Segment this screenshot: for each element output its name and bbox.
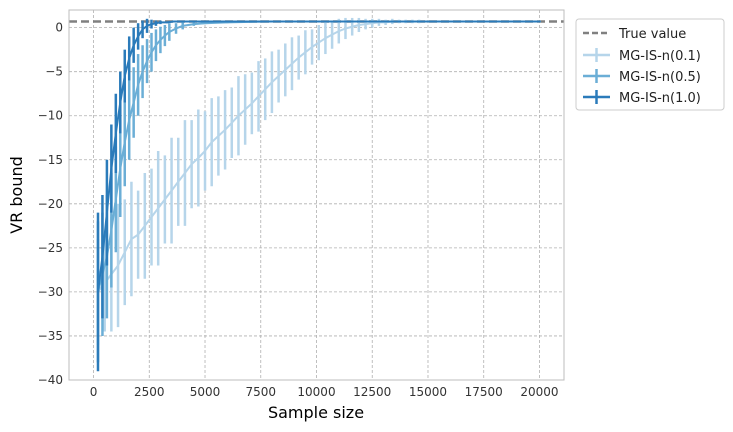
y-tick-label-4: −20 — [38, 197, 63, 211]
plot-frame — [68, 9, 565, 381]
series-group — [96, 17, 541, 372]
x-tick-label-6: 15000 — [409, 385, 447, 399]
legend: True value MG-IS-n(0.1) MG-IS-n(0.5) MG-… — [575, 18, 725, 111]
x-tick-labels: 0 2500 5000 7500 10000 12500 15000 17500 20000 — [90, 385, 559, 399]
legend-series-3-label: MG-IS-n(1.0) — [619, 91, 701, 106]
y-axis-label: VR bound — [7, 156, 26, 234]
y-tick-label-5: −25 — [38, 241, 63, 255]
y-tick-label-1: −5 — [45, 65, 63, 79]
y-tick-label-6: −30 — [38, 285, 63, 299]
y-tick-label-0: 0 — [55, 21, 63, 35]
x-tick-label-0: 0 — [90, 385, 98, 399]
y-tick-label-2: −10 — [38, 109, 63, 123]
x-tick-label-3: 7500 — [245, 385, 276, 399]
series-3-line — [96, 20, 540, 293]
series-3 — [96, 18, 541, 372]
y-tick-label-3: −15 — [38, 153, 63, 167]
x-tick-label-1: 2500 — [134, 385, 165, 399]
x-tick-label-5: 12500 — [353, 385, 391, 399]
legend-series-2-label: MG-IS-n(0.5) — [619, 70, 701, 85]
y-tick-labels: 0 −5 −10 −15 −20 −25 −30 −35 −40 — [38, 21, 63, 387]
series-1 — [96, 17, 541, 345]
legend-box — [575, 18, 725, 111]
legend-series-1-label: MG-IS-n(0.1) — [619, 49, 701, 64]
x-tick-label-4: 10000 — [297, 385, 335, 399]
x-tick-label-2: 5000 — [190, 385, 221, 399]
x-tick-label-8: 20000 — [520, 385, 558, 399]
x-axis-label: Sample size — [268, 403, 364, 422]
y-tick-label-7: −35 — [38, 329, 63, 343]
x-tick-label-7: 17500 — [465, 385, 503, 399]
legend-true-value-label: True value — [618, 27, 686, 42]
y-tick-label-8: −40 — [38, 373, 63, 387]
